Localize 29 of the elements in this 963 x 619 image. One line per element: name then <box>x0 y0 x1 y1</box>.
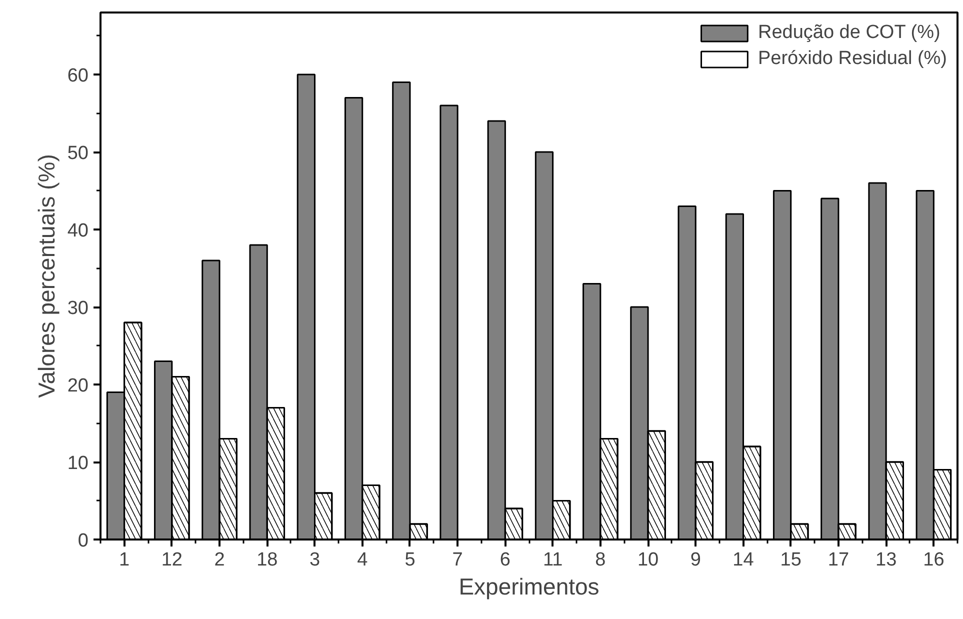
x-tick-label: 12 <box>161 550 182 570</box>
x-tick-label: 7 <box>452 550 463 570</box>
y-tick-label: 40 <box>67 220 89 242</box>
x-tick-label: 8 <box>595 550 606 570</box>
x-tick-label: 10 <box>637 550 659 570</box>
x-tick-label: 18 <box>256 550 278 570</box>
x-tick-label: 1 <box>119 550 130 570</box>
x-tick-label: 17 <box>828 550 850 570</box>
x-tick-label: 11 <box>542 550 563 570</box>
x-tick-label: 5 <box>404 550 416 570</box>
y-tick-label: 50 <box>67 143 89 164</box>
x-tick-label: 3 <box>309 550 320 570</box>
y-tick-label: 0 <box>78 530 89 552</box>
y-axis-title: Valores percentuais (%) <box>33 154 60 398</box>
legend-label: Peróxido Residual (%) <box>758 48 947 70</box>
y-tick-label: 10 <box>67 453 89 474</box>
x-tick-label: 4 <box>357 550 368 570</box>
y-tick-label: 20 <box>67 376 89 396</box>
x-tick-label: 15 <box>780 550 802 570</box>
x-tick-label: 13 <box>876 550 897 570</box>
legend-label: Redução de COT (%) <box>758 22 940 44</box>
x-axis-title: Experimentos <box>458 574 600 600</box>
x-tick-label: 2 <box>214 550 225 570</box>
x-tick-label: 9 <box>690 550 701 570</box>
x-tick-label: 16 <box>923 550 944 570</box>
x-tick-label: 6 <box>500 550 510 570</box>
y-tick-label: 60 <box>67 66 89 86</box>
x-tick-label: 14 <box>732 550 754 570</box>
y-tick-label: 30 <box>67 298 89 319</box>
